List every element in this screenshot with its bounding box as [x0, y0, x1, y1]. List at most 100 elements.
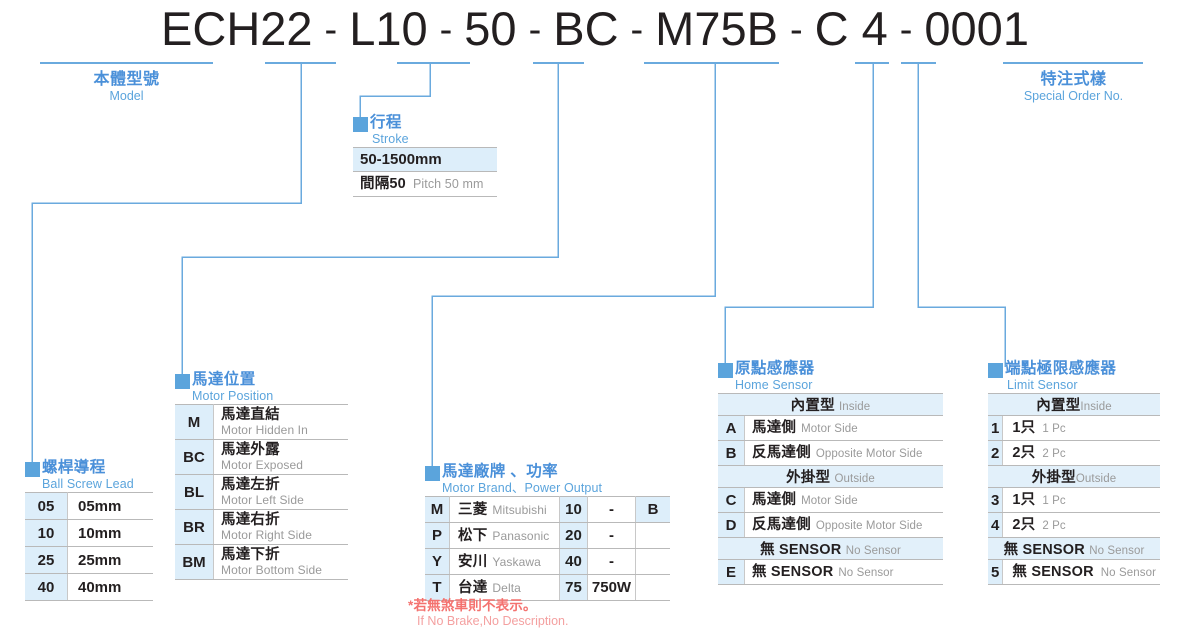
bullet-square-icon [425, 466, 440, 481]
lead-value: 40mm [67, 573, 153, 601]
limit-sensor-desc-en: 2 Pc [1042, 448, 1066, 460]
brand-name: 安川 Yaskawa [449, 548, 560, 575]
limit-sensor-desc-tw: 2只 [1012, 445, 1036, 461]
home-sensor-code: B [718, 440, 745, 466]
group-header-tw: 內置型 [790, 398, 835, 414]
callout-model-label-en: Model [109, 89, 144, 103]
lead-value: 10mm [67, 519, 153, 547]
callout-stroke: 行程 Stroke 50-1500mm 間隔50 Pitch 50 mm [353, 114, 497, 197]
limit-sensor-desc-en: 1 Pc [1042, 495, 1066, 507]
motor-position-desc-tw: 馬達左折 [221, 477, 280, 493]
motor-position-desc-en: Motor Left Side [221, 493, 304, 507]
motor-position-code: BM [175, 544, 214, 580]
table-row: T 台達 Delta 75 750W [425, 574, 670, 601]
table-row: P 松下 Panasonic 20 - [425, 522, 670, 549]
motor-position-table: M 馬達直結 Motor Hidden In BC 馬達外露 Motor Exp… [175, 404, 348, 580]
callout-ball-screw-lead: 螺桿導程 Ball Screw Lead 05 05mm 10 10mm 25 … [25, 459, 153, 601]
home-sensor-desc-en: Opposite Motor Side [815, 520, 923, 532]
limit-sensor-code: 2 [988, 440, 1004, 466]
table-row: BC 馬達外露 Motor Exposed [175, 439, 348, 475]
table-row: 25 25mm [25, 546, 153, 574]
home-sensor-desc: 馬達側 Motor Side [744, 415, 943, 441]
home-sensor-desc: 反馬達側 Opposite Motor Side [744, 440, 943, 466]
brake-footnote-tw: *若無煞車則不表示。 [408, 598, 537, 613]
callout-motor-position: 馬達位置 Motor Position M 馬達直結 Motor Hidden … [175, 371, 348, 580]
callout-home-sensor-label-tw: 原點感應器 [735, 360, 815, 377]
limit-sensor-desc: 2只 2 Pc [1002, 440, 1160, 466]
brand-code: M [425, 496, 450, 523]
power-code: 10 [559, 496, 588, 523]
limit-sensor-group-header: 內置型Inside [988, 393, 1160, 416]
limit-sensor-desc-tw: 2只 [1012, 517, 1036, 533]
home-sensor-desc-tw: 反馬達側 [752, 445, 811, 461]
brand-name-tw: 松下 [458, 527, 488, 544]
brand-code: P [425, 522, 450, 549]
brand-name: 三菱 Mitsubishi [449, 496, 560, 523]
group-header-tw: 內置型 [1036, 398, 1081, 414]
power-value: - [587, 548, 636, 575]
motor-position-code: BL [175, 474, 214, 510]
home-sensor-desc-tw: 馬達側 [752, 420, 797, 436]
table-row: Y 安川 Yaskawa 40 - [425, 548, 670, 575]
bullet-square-icon [175, 374, 190, 389]
brand-name: 松下 Panasonic [449, 522, 560, 549]
callout-special-order-label-en: Special Order No. [1023, 89, 1124, 103]
limit-sensor-code: 1 [988, 415, 1004, 441]
lead-code: 10 [25, 519, 68, 547]
code-segment-stroke: 50 [464, 2, 517, 55]
table-group-header-row: 內置型Inside [988, 393, 1160, 416]
brand-name-tw: 安川 [458, 553, 488, 570]
limit-sensor-code: 4 [988, 512, 1004, 538]
home-sensor-desc-en: Opposite Motor Side [815, 448, 923, 460]
table-row: M 三菱 Mitsubishi 10 - B [425, 496, 670, 523]
brake-footnote: *若無煞車則不表示。 If No Brake,No Description. [408, 598, 568, 629]
power-value: 750W [587, 574, 636, 601]
stroke-pitch-en: Pitch 50 mm [412, 177, 484, 191]
lead-value: 05mm [67, 492, 153, 520]
motor-position-desc-tw: 馬達右折 [221, 512, 280, 528]
motor-position-desc-tw: 馬達下折 [221, 547, 280, 563]
callout-model: 本體型號 Model [44, 70, 209, 104]
code-separator: - [439, 9, 453, 51]
group-header-tw: 無 SENSOR [760, 542, 842, 558]
table-row: C 馬達側 Motor Side [718, 487, 943, 513]
table-row: 4 2只 2 Pc [988, 512, 1160, 538]
table-row: 3 1只 1 Pc [988, 487, 1160, 513]
ball-screw-lead-table: 05 05mm 10 10mm 25 25mm 40 40mm [25, 492, 153, 601]
table-group-header-row: 外掛型 Outside [718, 465, 943, 488]
home-sensor-table: 內置型 Inside A 馬達側 Motor Side B 反馬達側 Opposit… [718, 393, 943, 585]
table-row: 5 無 SENSOR No Sensor [988, 559, 1160, 585]
home-sensor-desc-tw: 無 SENSOR [752, 564, 834, 580]
lead-code: 25 [25, 546, 68, 574]
code-separator: - [789, 9, 803, 51]
callout-limit-sensor: 端點極限感應器 Limit Sensor 內置型Inside 1 1只 1 Pc … [988, 360, 1160, 585]
table-row: 40 40mm [25, 573, 153, 601]
group-header-en: Outside [1075, 473, 1117, 485]
home-sensor-desc-tw: 反馬達側 [752, 517, 811, 533]
callout-limit-sensor-label-tw: 端點極限感應器 [1005, 360, 1117, 377]
callout-motor-brand-label-tw: 馬達廠牌 、功率 [442, 463, 559, 480]
brake-footnote-en: If No Brake,No Description. [417, 614, 569, 628]
code-segment-lead: L10 [349, 2, 428, 55]
motor-position-desc-en: Motor Exposed [221, 458, 304, 472]
brand-name-en: Mitsubishi [492, 502, 547, 517]
stroke-range-value: 50-1500mm [353, 147, 497, 172]
table-row: BM 馬達下折 Motor Bottom Side [175, 544, 348, 580]
table-row: E 無 SENSOR No Sensor [718, 559, 943, 585]
limit-sensor-desc-tw: 無 SENSOR [1012, 564, 1094, 580]
limit-sensor-group-header: 外掛型Outside [988, 465, 1160, 488]
limit-sensor-desc: 2只 2 Pc [1002, 512, 1160, 538]
limit-sensor-code: 5 [988, 559, 1004, 585]
brand-name-tw: 三菱 [458, 501, 488, 518]
brand-name: 台達 Delta [449, 574, 560, 601]
group-header-en: Inside [839, 401, 871, 413]
callout-motor-brand-header: 馬達廠牌 、功率 [425, 463, 670, 481]
stroke-pitch-cell: 間隔50 Pitch 50 mm [353, 171, 497, 197]
lead-code: 40 [25, 573, 68, 601]
code-segment-motor-position: BC [553, 2, 619, 55]
limit-sensor-table: 內置型Inside 1 1只 1 Pc 2 2只 2 Pc [988, 393, 1160, 585]
brake-code [635, 548, 670, 575]
brand-code: T [425, 574, 450, 601]
limit-sensor-code: 3 [988, 487, 1004, 513]
power-value: - [587, 496, 636, 523]
